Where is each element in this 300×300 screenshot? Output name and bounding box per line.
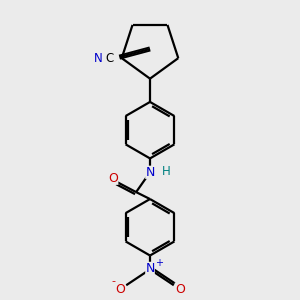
Text: -: - xyxy=(111,276,115,286)
Text: O: O xyxy=(175,283,185,296)
Text: N: N xyxy=(145,262,155,275)
Text: O: O xyxy=(108,172,118,185)
Text: N: N xyxy=(145,166,155,179)
Text: N: N xyxy=(94,52,103,64)
Text: O: O xyxy=(115,283,125,296)
Text: +: + xyxy=(155,258,163,268)
Text: C: C xyxy=(105,52,113,64)
Text: H: H xyxy=(161,165,170,178)
